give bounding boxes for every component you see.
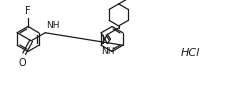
Text: O: O xyxy=(18,58,26,68)
Text: N: N xyxy=(115,0,122,1)
Text: F: F xyxy=(25,6,31,15)
Text: HCl: HCl xyxy=(180,48,200,58)
Text: NH: NH xyxy=(46,21,60,30)
Text: NH: NH xyxy=(101,47,114,56)
